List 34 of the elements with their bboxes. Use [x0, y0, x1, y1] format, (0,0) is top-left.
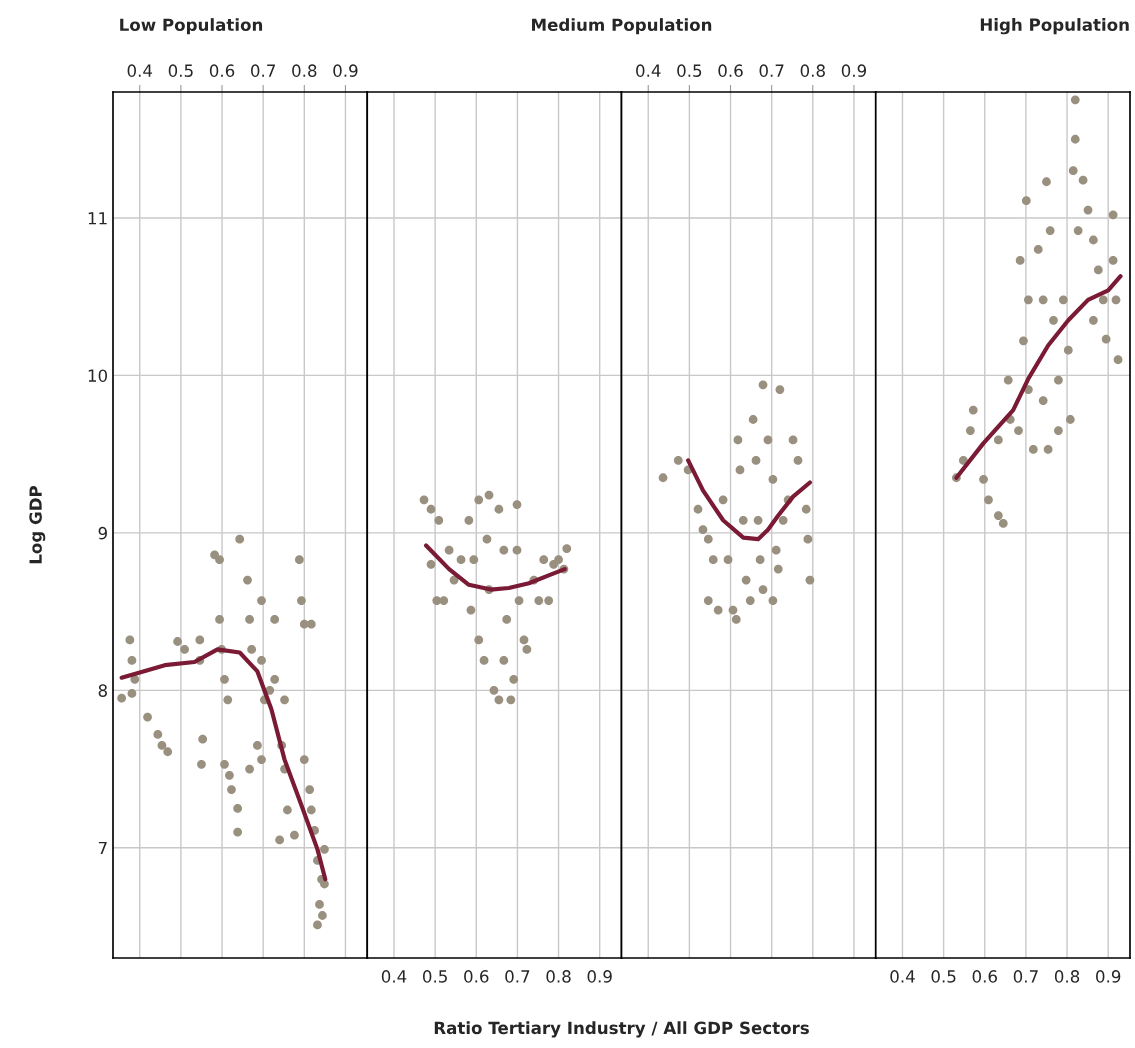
- x-tick-label: 0.5: [168, 64, 193, 77]
- chart-title: High Population: [980, 18, 1129, 35]
- y-tick-label: 11: [88, 212, 107, 225]
- chart-title: Medium Population: [532, 18, 712, 35]
- x-tick-label: 0.4: [127, 64, 153, 77]
- x-tick-label: 0.7: [505, 970, 530, 983]
- x-tick-label: 0.5: [931, 970, 956, 983]
- x-tick-label: 0.7: [759, 64, 784, 77]
- y-tick-label: 9: [98, 526, 107, 540]
- x-tick-label: 0.5: [422, 970, 447, 983]
- x-tick-label: 0.6: [464, 970, 489, 983]
- x-tick-label: 0.6: [209, 64, 235, 77]
- y-axis-title: Log GDP: [29, 485, 46, 564]
- x-tick-label: 0.8: [800, 64, 825, 77]
- x-tick-label: 0.4: [890, 970, 915, 983]
- x-tick-label: 0.8: [546, 970, 571, 983]
- x-tick-label: 0.7: [251, 64, 275, 77]
- x-tick-label: 0.9: [333, 64, 358, 77]
- x-tick-label: 0.7: [1013, 970, 1038, 983]
- x-axis-title: Ratio Tertiary Industry / All GDP Sectors: [434, 1021, 809, 1038]
- y-tick-label: 8: [98, 684, 107, 697]
- x-tick-label: 0.6: [972, 970, 997, 983]
- x-tick-label: 0.9: [1096, 970, 1121, 983]
- x-tick-label: 0.6: [718, 64, 743, 77]
- x-tick-label: 0.8: [1054, 970, 1080, 983]
- x-tick-label: 0.9: [587, 970, 612, 983]
- x-tick-label: 0.8: [292, 64, 317, 77]
- chart-title: Low Population: [120, 18, 263, 35]
- y-tick-label: 7: [98, 841, 107, 855]
- y-tick-label: 10: [88, 369, 108, 382]
- x-tick-label: 0.9: [841, 64, 867, 77]
- x-tick-label: 0.4: [381, 970, 407, 983]
- x-tick-label: 0.4: [636, 64, 661, 77]
- x-tick-label: 0.5: [677, 64, 702, 77]
